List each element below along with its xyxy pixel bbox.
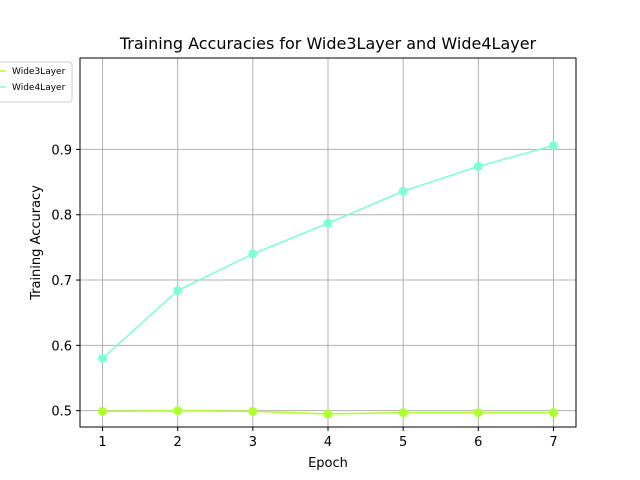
y-tick-label: 0.5 [51, 405, 72, 420]
x-tick-label: 7 [549, 435, 557, 450]
data-point-wide4layer [548, 141, 558, 151]
y-tick-label: 0.9 [51, 143, 72, 158]
legend: Wide3Layer Wide4Layer [0, 61, 73, 103]
data-point-wide4layer [323, 218, 333, 228]
legend-label: Wide4Layer [12, 83, 66, 93]
y-tick-label: 0.8 [51, 209, 72, 224]
x-tick-label: 4 [324, 435, 332, 450]
legend-item-wide4layer: Wide4Layer [0, 83, 66, 93]
data-point-wide3layer [323, 409, 333, 419]
x-tick-label: 1 [98, 435, 106, 450]
data-point-wide3layer [473, 408, 483, 418]
x-tick-label: 5 [399, 435, 407, 450]
y-tick-label: 0.7 [51, 274, 72, 289]
x-tick-label: 3 [249, 435, 257, 450]
legend-item-wide3layer: Wide3Layer [0, 67, 66, 77]
data-point-wide3layer [173, 406, 183, 416]
data-point-wide3layer [548, 408, 558, 418]
y-axis-title: Training Accuracy [29, 185, 44, 301]
series-layer [98, 141, 558, 419]
legend-box [0, 61, 73, 103]
legend-label: Wide3Layer [12, 67, 66, 77]
x-axis-title: Epoch [308, 456, 348, 471]
series-wide4layer [98, 141, 558, 363]
data-point-wide4layer [173, 286, 183, 296]
data-point-wide3layer [398, 408, 408, 418]
data-point-wide4layer [398, 186, 408, 196]
chart-title: Training Accuracies for Wide3Layer and W… [119, 34, 537, 53]
data-point-wide4layer [248, 249, 258, 259]
ticks: 1 2 3 4 5 6 7 0.5 0.6 0.7 0.8 0.9 [51, 143, 557, 450]
x-tick-label: 6 [474, 435, 482, 450]
x-tick-label: 2 [174, 435, 182, 450]
data-point-wide4layer [473, 161, 483, 171]
grid [80, 58, 576, 427]
y-tick-label: 0.6 [51, 339, 72, 354]
data-point-wide3layer [98, 406, 108, 416]
data-point-wide4layer [98, 353, 108, 363]
data-point-wide3layer [248, 406, 258, 416]
series-wide3layer [98, 406, 558, 419]
